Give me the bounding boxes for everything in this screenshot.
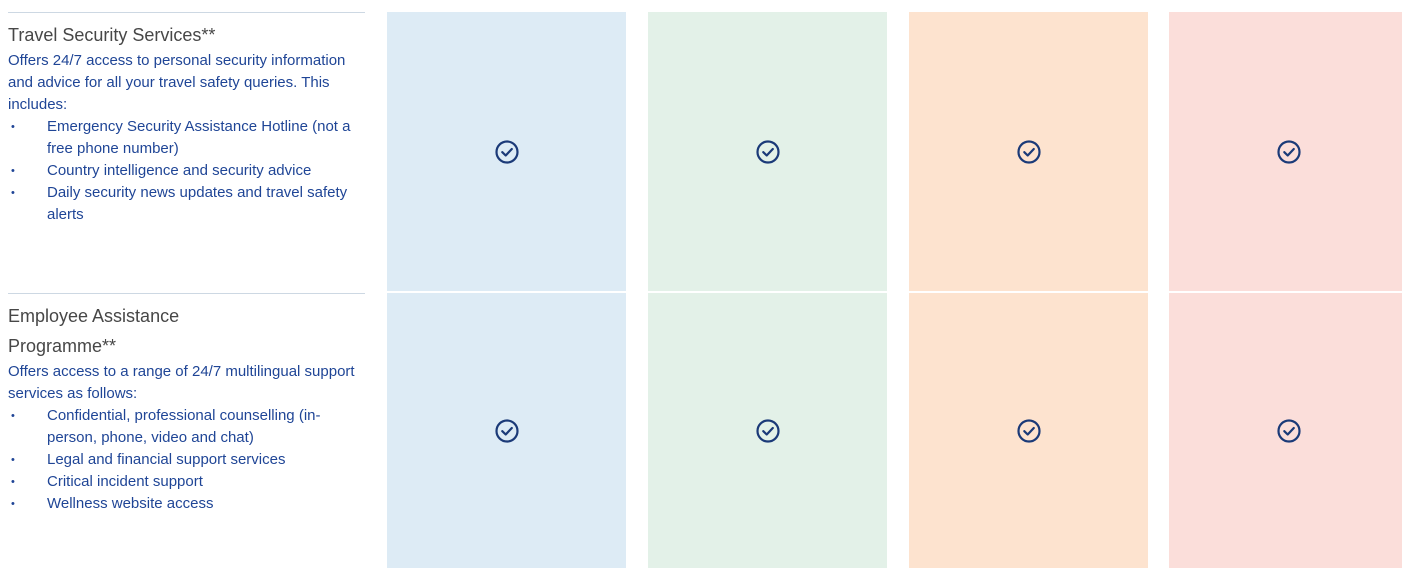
bullet-item: Country intelligence and security advice [8,160,357,182]
row-label: Travel Security Services** Offers 24/7 a… [8,12,365,291]
check-cell [648,12,887,291]
table-row: Travel Security Services** Offers 24/7 a… [0,12,1402,291]
check-icon [494,139,519,164]
check-icon [1276,139,1301,164]
row-title: Travel Security Services** [8,25,216,45]
check-cell [909,12,1148,291]
check-icon [755,139,780,164]
row-description: Offers access to a range of 24/7 multili… [8,363,355,402]
check-cell [1169,12,1402,291]
bullet-list: Emergency Security Assistance Hotline (n… [8,116,365,226]
check-icon [494,418,519,443]
bullet-item: Critical incident support [8,471,357,493]
table-row: Employee Assistance Programme** Offers a… [0,293,1402,568]
check-icon [755,418,780,443]
bullet-item: Legal and financial support services [8,449,357,471]
bullet-item: Emergency Security Assistance Hotline (n… [8,116,357,160]
check-cell [909,293,1148,568]
check-icon [1016,139,1041,164]
check-cell [387,12,626,291]
check-cell [1169,293,1402,568]
row-title: Employee Assistance Programme** [8,306,180,356]
bullet-list: Confidential, professional counselling (… [8,405,365,515]
bullet-item: Wellness website access [8,493,357,515]
bullet-item: Confidential, professional counselling (… [8,405,357,449]
row-label: Employee Assistance Programme** Offers a… [8,293,365,568]
check-cell [387,293,626,568]
row-description: Offers 24/7 access to personal security … [8,52,346,113]
check-icon [1016,418,1041,443]
check-icon [1276,418,1301,443]
bullet-item: Daily security news updates and travel s… [8,182,357,226]
check-cell [648,293,887,568]
